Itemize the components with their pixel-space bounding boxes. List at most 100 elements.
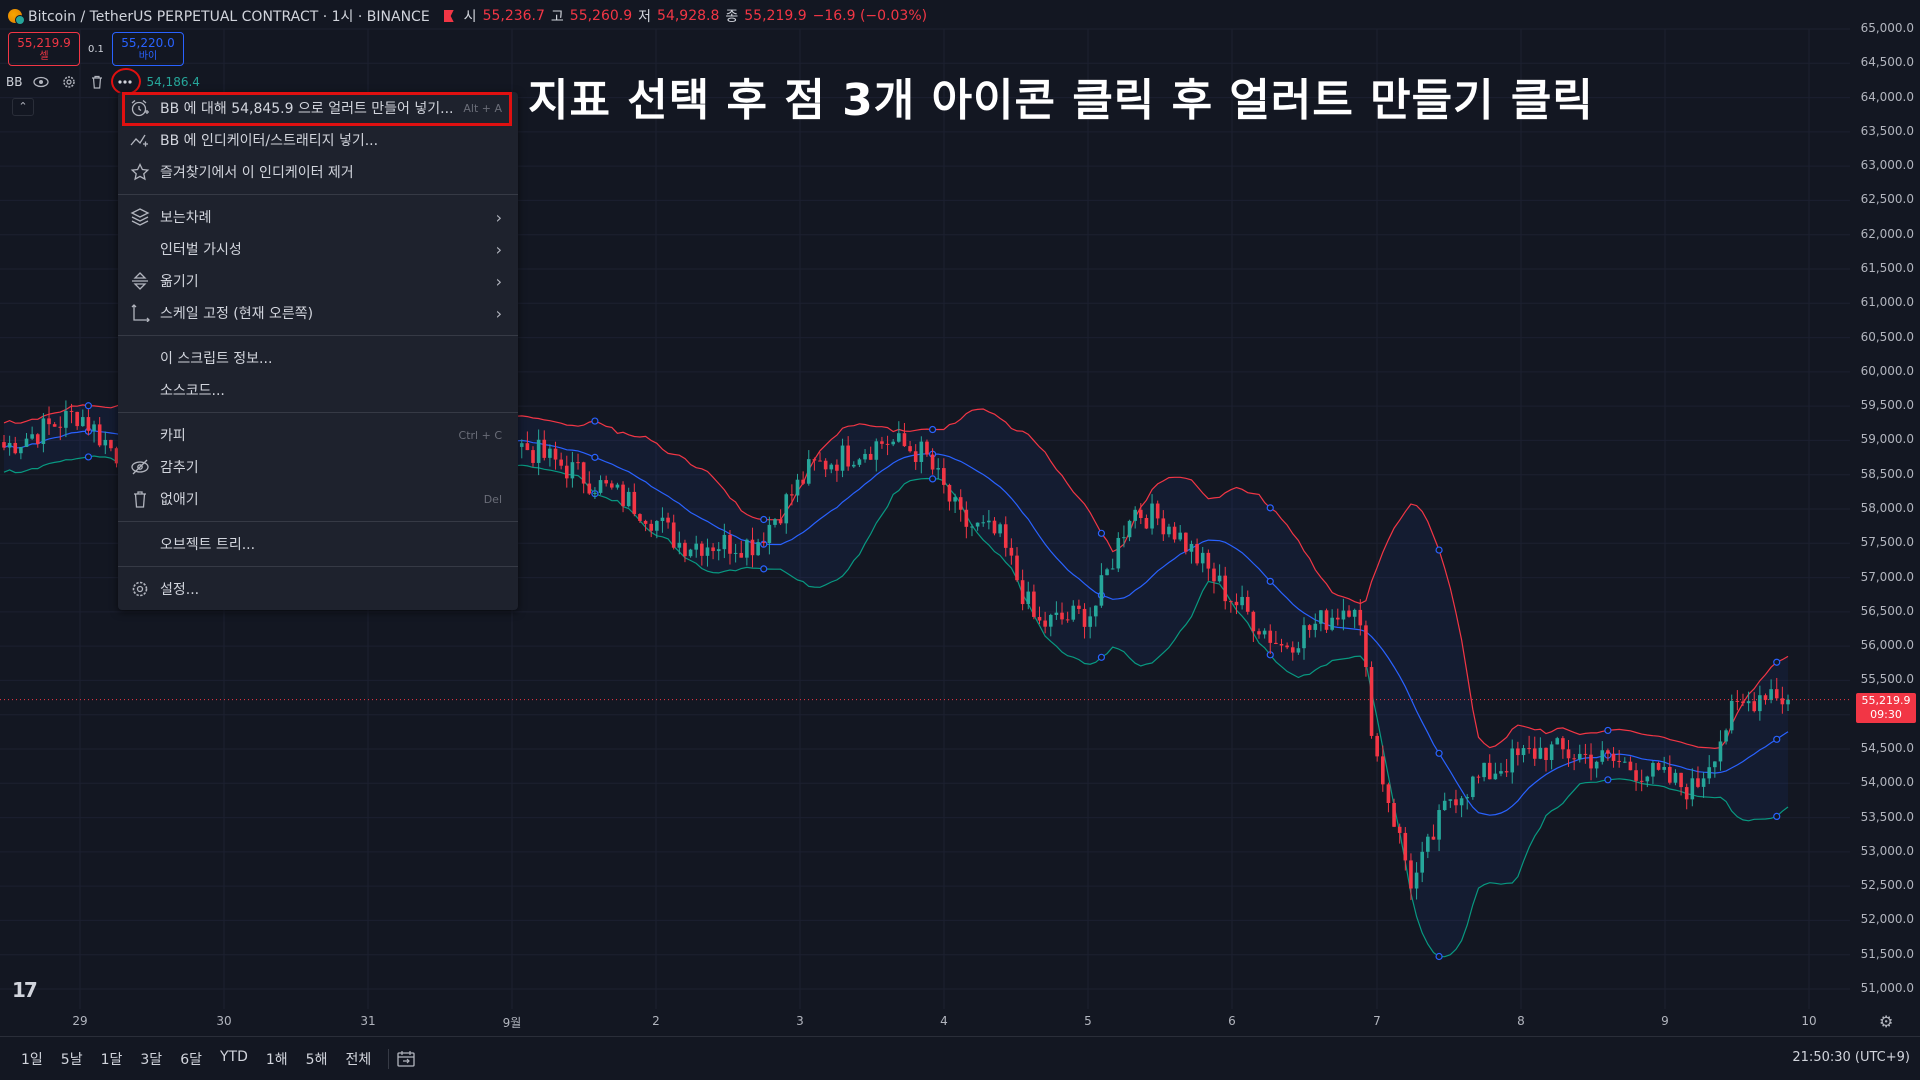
candle-body bbox=[1020, 580, 1025, 605]
menu-script-info-label: 이 스크립트 정보... bbox=[160, 351, 273, 367]
candle-body bbox=[1172, 526, 1177, 540]
candle-body bbox=[1324, 610, 1329, 630]
menu-script-info[interactable]: 이 스크립트 정보... bbox=[118, 342, 518, 374]
menu-remove-favorite-label: 즐겨찾기에서 이 인디케이터 제거 bbox=[160, 165, 354, 181]
high-label: 고 bbox=[550, 9, 564, 25]
menu-hide[interactable]: 감추기 bbox=[118, 451, 518, 483]
time-axis-label: 31 bbox=[360, 1014, 376, 1028]
price-axis[interactable]: 65,000.0 64,500.0 64,000.0 63,500.0 63,000.0… bbox=[1850, 0, 1920, 1018]
candle-body bbox=[1290, 647, 1295, 653]
menu-remove-favorite[interactable]: 즐겨찾기에서 이 인디케이터 제거 bbox=[118, 156, 518, 188]
price-axis-label: 59,500.0 bbox=[1860, 398, 1914, 413]
candle-body bbox=[987, 520, 991, 523]
candle-body bbox=[649, 523, 653, 531]
menu-add-alert[interactable]: BB 에 대해 54,845.9 으로 얼러트 만들어 넣기... Alt + … bbox=[118, 92, 518, 124]
candle-body bbox=[570, 462, 575, 479]
buy-price: 55,220.0 bbox=[121, 36, 175, 50]
menu-move[interactable]: 옮기기 › bbox=[118, 265, 518, 297]
candle-body bbox=[1065, 619, 1070, 621]
menu-order[interactable]: 보는차례 › bbox=[118, 201, 518, 233]
star-icon bbox=[130, 162, 150, 181]
candle-body bbox=[604, 480, 608, 484]
menu-object-tree[interactable]: 오브젝트 트리... bbox=[118, 528, 518, 560]
range-button[interactable]: 1달 bbox=[100, 1051, 123, 1068]
menu-source-code[interactable]: 소스코드... bbox=[118, 374, 518, 406]
range-button[interactable]: 6달 bbox=[180, 1051, 202, 1068]
price-axis-label: 53,500.0 bbox=[1860, 809, 1914, 824]
calendar-icon[interactable] bbox=[397, 1050, 415, 1067]
scale-axis-icon bbox=[130, 304, 150, 323]
candle-body bbox=[1347, 610, 1351, 617]
candle-body bbox=[1093, 605, 1098, 617]
candle-body bbox=[638, 514, 642, 521]
candle-body bbox=[1555, 738, 1560, 745]
annotation-text: 지표 선택 후 점 3개 아이콘 클릭 후 얼러트 만들기 클릭 bbox=[528, 75, 1594, 126]
range-button[interactable]: 1해 bbox=[265, 1051, 288, 1068]
candle-body bbox=[1752, 701, 1757, 712]
tradingview-logo-icon[interactable]: 17 bbox=[12, 978, 38, 1002]
gear-icon[interactable] bbox=[60, 73, 78, 91]
menu-add-indicator[interactable]: BB 에 인디케이터/스트래티지 넣기... bbox=[118, 124, 518, 156]
menu-add-alert-label: BB 에 대해 54,845.9 으로 얼러트 만들어 넣기... bbox=[160, 101, 454, 117]
sell-button[interactable]: 55,219.9 셀 bbox=[8, 32, 80, 66]
candle-body bbox=[1386, 784, 1391, 803]
candle-body bbox=[1223, 575, 1228, 602]
candle-body bbox=[109, 439, 113, 449]
time-axis-label: 4 bbox=[940, 1014, 948, 1028]
candle-body bbox=[790, 494, 794, 496]
candle-body bbox=[1741, 701, 1745, 704]
range-button[interactable]: 5해 bbox=[305, 1051, 328, 1068]
range-button[interactable]: 1일 bbox=[21, 1051, 43, 1068]
trash-icon[interactable] bbox=[88, 73, 106, 91]
candle-body bbox=[1274, 642, 1278, 645]
close-label: 종 bbox=[725, 9, 739, 25]
candle-body bbox=[953, 497, 957, 502]
candle-body bbox=[1251, 611, 1256, 632]
price-axis-label: 53,000.0 bbox=[1860, 843, 1914, 858]
candle-body bbox=[1622, 761, 1627, 763]
bb-anchor-point bbox=[1773, 812, 1781, 821]
price-axis-label: 59,000.0 bbox=[1860, 432, 1914, 447]
bb-anchor-point bbox=[928, 425, 937, 434]
menu-copy[interactable]: 카피 Ctrl + C bbox=[118, 419, 518, 451]
candle-body bbox=[1668, 766, 1672, 783]
candle-body bbox=[1409, 860, 1413, 889]
candle-body bbox=[1206, 552, 1211, 569]
chart-settings-gear-icon[interactable]: ⚙ bbox=[1879, 1012, 1894, 1031]
collapse-chevron-icon[interactable]: ⌃ bbox=[12, 98, 34, 116]
range-button[interactable]: 3달 bbox=[140, 1051, 163, 1068]
range-button[interactable]: 5날 bbox=[60, 1051, 83, 1068]
menu-pin-scale[interactable]: 스케일 고정 (현재 오른쪽) › bbox=[118, 297, 518, 329]
candle-body bbox=[1628, 761, 1633, 771]
candle-body bbox=[1774, 689, 1779, 699]
menu-settings[interactable]: 설정... bbox=[118, 573, 518, 605]
eye-icon[interactable] bbox=[32, 73, 50, 91]
candle-body bbox=[1245, 596, 1250, 612]
range-button[interactable]: 전체 bbox=[345, 1051, 372, 1068]
indicator-name[interactable]: BB bbox=[6, 75, 23, 89]
menu-remove[interactable]: 없애기 Del bbox=[118, 483, 518, 515]
symbol-title[interactable]: Bitcoin / TetherUS PERPETUAL CONTRACT · … bbox=[28, 9, 430, 25]
candle-body bbox=[891, 441, 895, 445]
candle-body bbox=[1015, 555, 1019, 581]
symbol-legend[interactable]: Bitcoin / TetherUS PERPETUAL CONTRACT · … bbox=[8, 7, 927, 25]
indicator-legend[interactable]: BB 54,186.4 bbox=[6, 72, 200, 92]
open-label: 시 bbox=[463, 9, 477, 25]
close-value: 55,219.9 bbox=[744, 8, 807, 24]
price-axis-label: 52,000.0 bbox=[1860, 912, 1914, 927]
menu-interval-visibility[interactable]: 인터벌 가시성 › bbox=[118, 233, 518, 265]
candle-body bbox=[13, 442, 18, 454]
candle-body bbox=[1403, 832, 1408, 861]
indicator-value: 54,186.4 bbox=[146, 75, 200, 89]
candle-body bbox=[1454, 799, 1458, 806]
candle-body bbox=[35, 434, 40, 445]
flag-icon[interactable] bbox=[443, 10, 454, 22]
clock[interactable]: 21:50:30 (UTC+9) bbox=[1792, 1050, 1910, 1065]
price-axis-label: 58,000.0 bbox=[1860, 501, 1914, 515]
menu-order-label: 보는차례 bbox=[160, 210, 212, 226]
candle-body bbox=[1656, 762, 1661, 770]
buy-button[interactable]: 55,220.0 바이 bbox=[112, 32, 184, 66]
range-button[interactable]: YTD bbox=[219, 1048, 248, 1065]
candle-body bbox=[1071, 605, 1076, 620]
candle-body bbox=[1375, 735, 1379, 757]
